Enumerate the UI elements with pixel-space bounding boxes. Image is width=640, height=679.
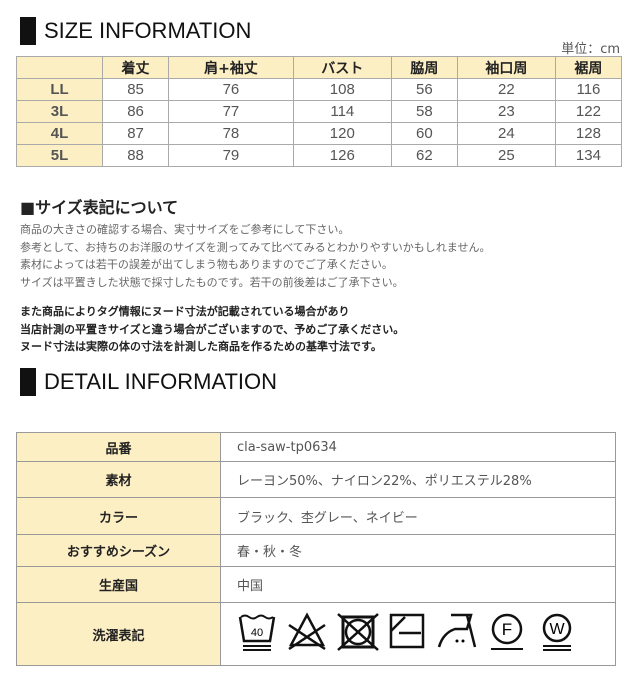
size-cell: 126 [292, 144, 392, 167]
svg-text:W: W [549, 621, 565, 638]
note-line: 素材によっては若干の誤差が出てしまう物もありますのでご了承ください。 [20, 258, 393, 271]
column-header: 脇周 [390, 56, 458, 79]
size-cell: 58 [390, 100, 458, 123]
size-cell: 86 [101, 100, 170, 123]
detail-value: cla-saw-tp0634 [220, 432, 616, 462]
detail-value: 40 F W [220, 602, 616, 666]
no-bleach-icon [287, 611, 329, 657]
column-header: 袖口周 [456, 56, 556, 79]
column-header: バスト [292, 56, 392, 79]
size-cell: 77 [168, 100, 294, 123]
column-header: 肩+袖丈 [168, 56, 294, 79]
size-cell: 76 [168, 78, 294, 101]
size-cell: 78 [168, 122, 294, 145]
line-dry-shade-icon [387, 611, 429, 657]
size-cell: 128 [554, 122, 623, 145]
size-label: LL [16, 78, 103, 101]
size-title: SIZE INFORMATION [44, 18, 252, 43]
detail-label: 素材 [16, 461, 221, 498]
table-row: おすすめシーズン 春・秋・冬 [16, 534, 616, 567]
bold-note-line: 当店計測の平置きサイズと違う場合がございますので、予めご了承ください。 [20, 322, 405, 336]
column-header: 着丈 [101, 56, 170, 79]
note-line: サイズは平置きした状態で採寸したものです。若干の前後差はご了承下さい。 [20, 275, 404, 289]
note-line: 商品の大きさの確認する場合、実寸サイズをご参考にして下さい。 [20, 223, 350, 236]
detail-value: ブラック、杢グレー、ネイビー [220, 497, 616, 535]
size-heading: SIZE INFORMATION [20, 17, 251, 45]
svg-text:40: 40 [251, 627, 263, 639]
detail-table: 品番 cla-saw-tp0634 素材 レーヨン50%、ナイロン22%、ポリエステル… [16, 432, 616, 666]
table-row: 5L 88 79 126 62 25 134 [16, 144, 623, 167]
size-cell: 114 [292, 100, 392, 123]
bold-note-line: ヌード寸法は実際の体の寸法を計測した商品を作るための基準寸法です。 [20, 340, 382, 353]
detail-label: 生産国 [16, 566, 221, 603]
size-cell: 24 [456, 122, 556, 145]
table-row: 3L 86 77 114 58 23 122 [16, 100, 623, 123]
table-row: 生産国 中国 [16, 566, 616, 603]
size-cell: 62 [390, 144, 458, 167]
detail-value: 春・秋・冬 [220, 534, 616, 567]
table-row: LL 85 76 108 56 22 116 [16, 78, 623, 101]
size-cell: 79 [168, 144, 294, 167]
table-row: 品番 cla-saw-tp0634 [16, 432, 616, 462]
note-line: 参考として、お持ちのお洋服のサイズを測ってみて比べてみるとわかりやすいかもしれま… [20, 240, 491, 254]
size-notes-title: ■サイズ表記について [20, 198, 179, 217]
detail-label: 洗濯表記 [16, 602, 221, 666]
unit-label: 単位：cm [561, 42, 620, 57]
column-header: 裾周 [554, 56, 623, 79]
detail-label: おすすめシーズン [16, 534, 221, 567]
size-cell: 60 [390, 122, 458, 145]
no-tumble-dry-icon [337, 611, 379, 657]
detail-heading: DETAIL INFORMATION [20, 368, 277, 396]
detail-title: DETAIL INFORMATION [44, 369, 278, 394]
size-label: 4L [16, 122, 103, 145]
size-cell: 134 [554, 144, 623, 167]
table-row: 素材 レーヨン50%、ナイロン22%、ポリエステル28% [16, 461, 616, 498]
size-cell: 25 [456, 144, 556, 167]
table-row: 4L 87 78 120 60 24 128 [16, 122, 623, 145]
size-table: 着丈 肩+袖丈 バスト 脇周 袖口周 裾周 LL 85 76 108 56 22 116 3L 86 77 11… [16, 56, 623, 167]
size-notes: 商品の大きさの確認する場合、実寸サイズをご参考にして下さい。参考として、お持ちの… [20, 221, 490, 291]
heading-bar [20, 17, 36, 45]
dry-clean-f-icon: F [487, 611, 529, 657]
size-cell: 22 [456, 78, 556, 101]
column-header [16, 56, 103, 79]
size-cell: 122 [554, 100, 623, 123]
nude-size-notes: また商品によりタグ情報にヌード寸法が記載されている場合があり当店計測の平置きサイ… [20, 303, 404, 356]
wash-40-icon: 40 [237, 611, 279, 657]
detail-value: 中国 [220, 566, 616, 603]
iron-medium-icon [437, 611, 479, 657]
bold-note-line: また商品によりタグ情報にヌード寸法が記載されている場合があり [20, 305, 350, 318]
heading-bar [20, 368, 36, 396]
wet-clean-w-icon: W [537, 611, 579, 657]
table-row: カラー ブラック、杢グレー、ネイビー [16, 497, 616, 535]
size-cell: 23 [456, 100, 556, 123]
size-label: 5L [16, 144, 103, 167]
care-icons: 40 F W [237, 611, 614, 657]
detail-label: カラー [16, 497, 221, 535]
size-cell: 88 [101, 144, 170, 167]
detail-label: 品番 [16, 432, 221, 462]
svg-text:F: F [502, 620, 512, 639]
size-cell: 116 [554, 78, 623, 101]
size-cell: 85 [101, 78, 170, 101]
size-cell: 56 [390, 78, 458, 101]
size-cell: 108 [292, 78, 392, 101]
table-row: 洗濯表記 40 F W [16, 602, 616, 666]
size-cell: 87 [101, 122, 170, 145]
detail-value: レーヨン50%、ナイロン22%、ポリエステル28% [220, 461, 616, 498]
size-cell: 120 [292, 122, 392, 145]
size-label: 3L [16, 100, 103, 123]
